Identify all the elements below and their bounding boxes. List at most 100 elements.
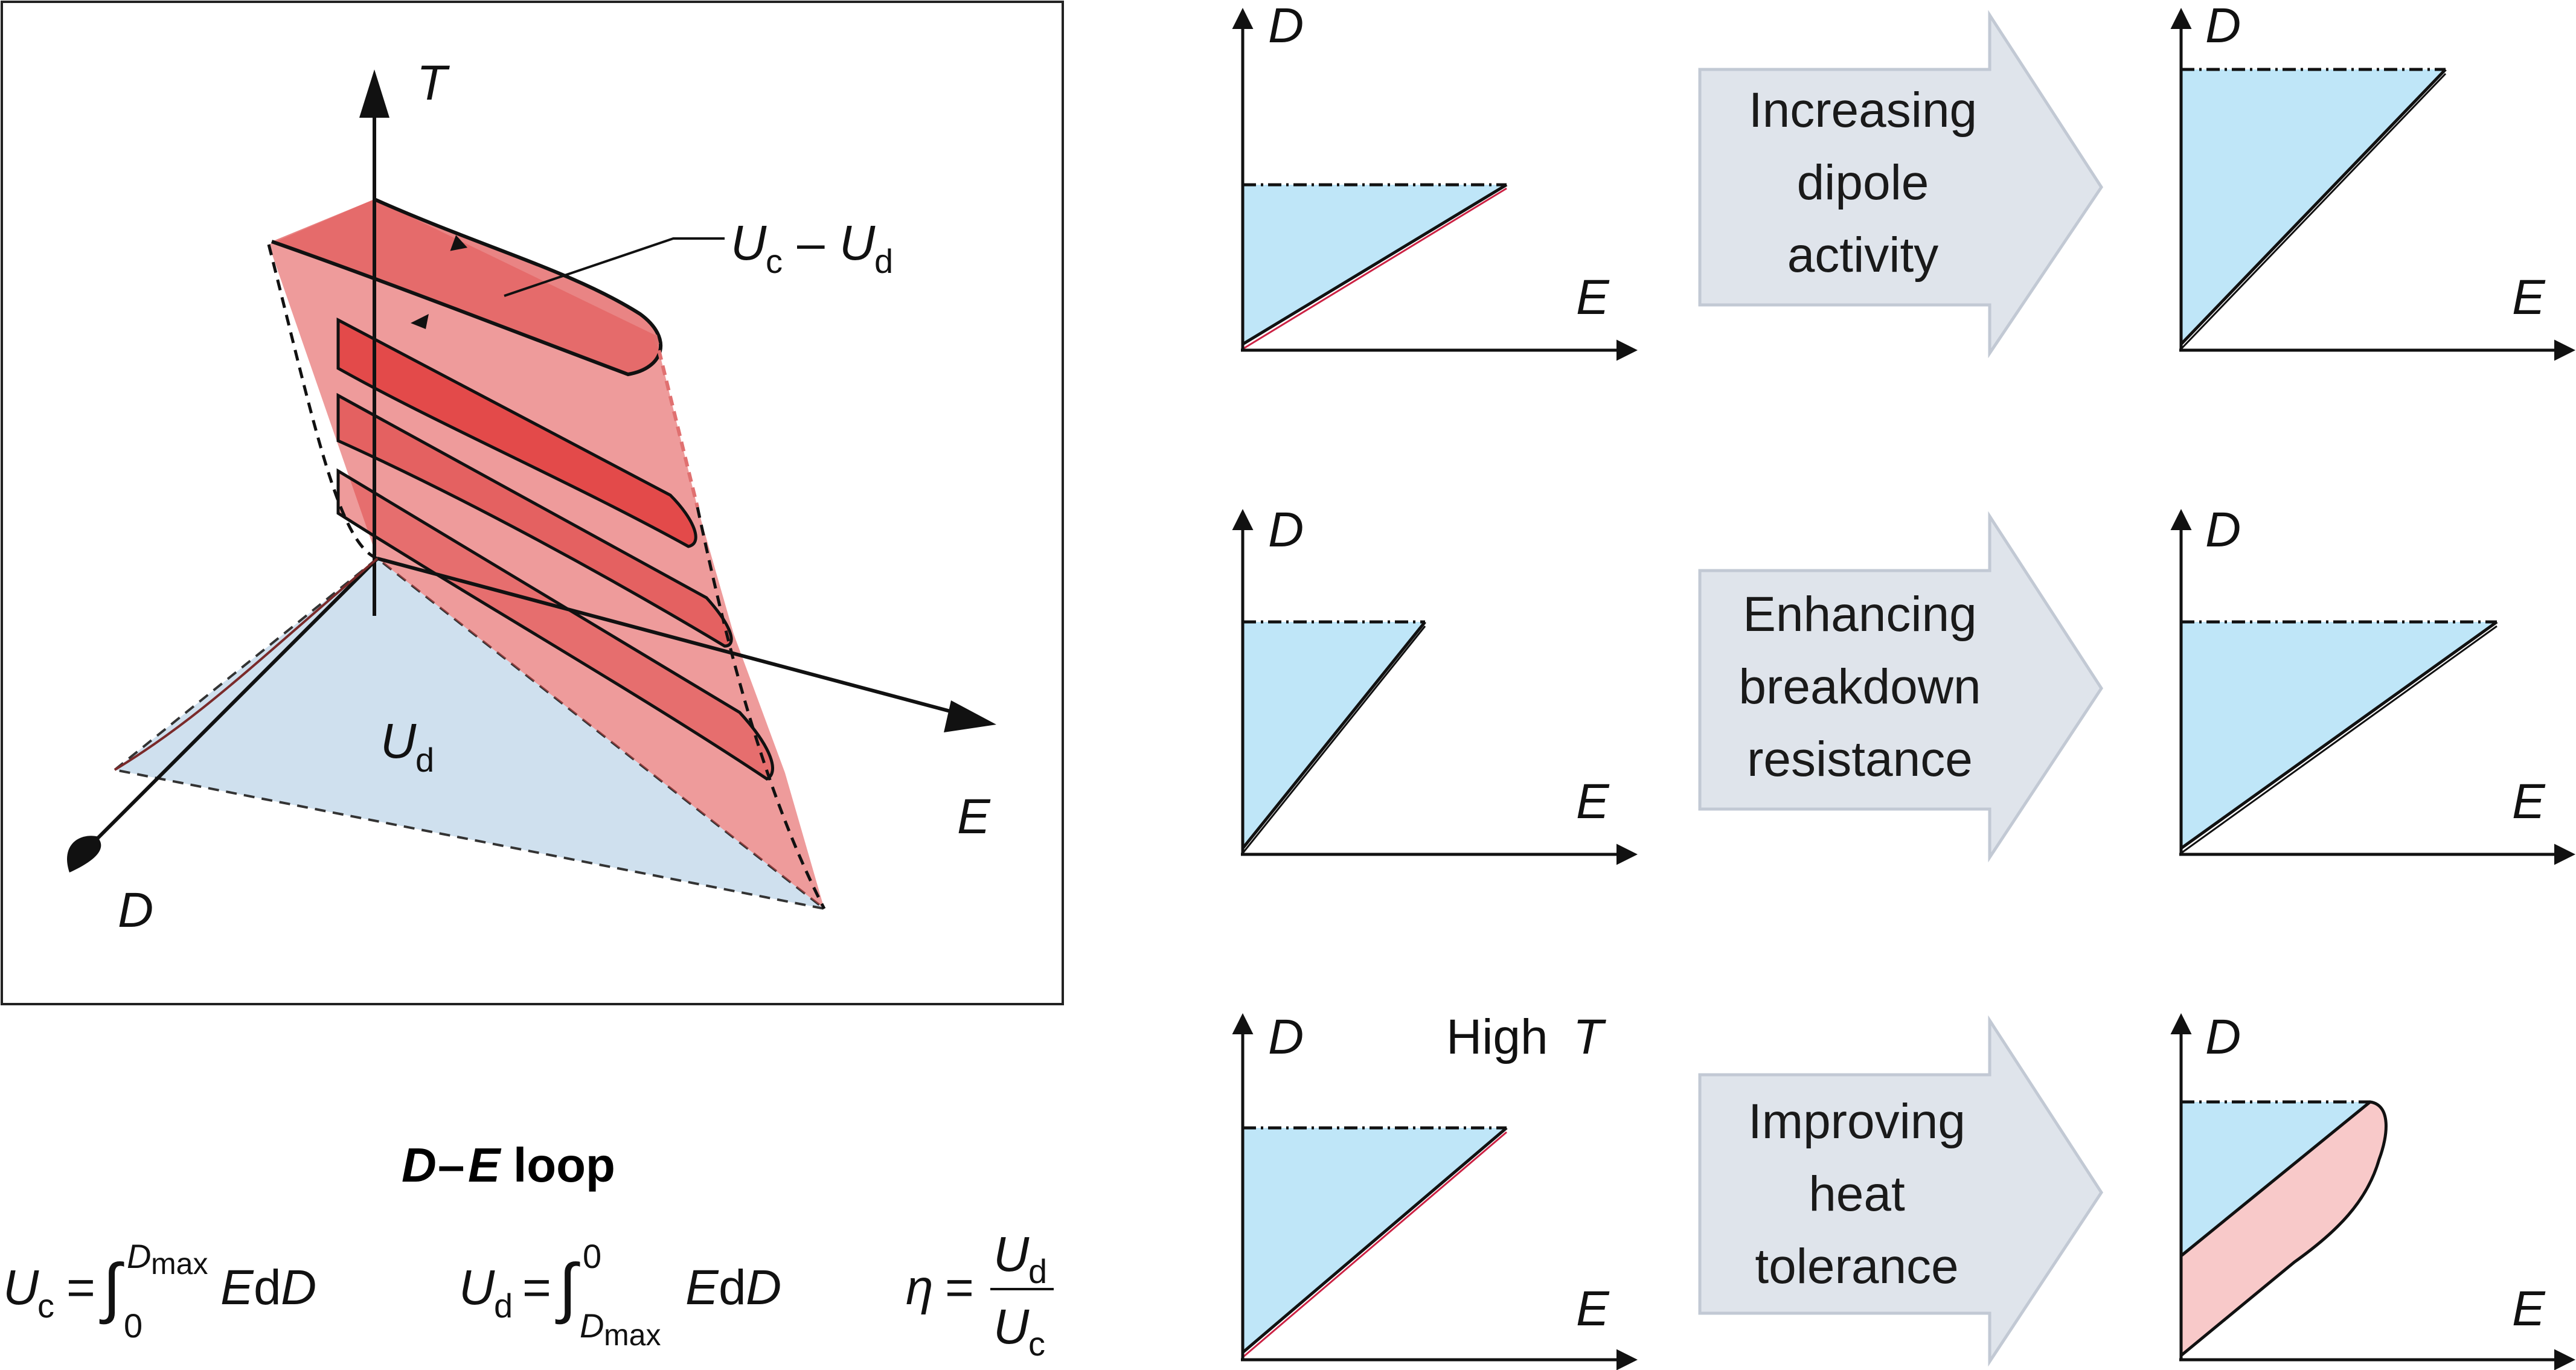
- loop-section: D – E loop U c = ∫ D max 0 E d D U d = ∫…: [3, 1138, 1054, 1363]
- svg-text:d: d: [254, 1260, 281, 1315]
- svg-text:E: E: [685, 1260, 719, 1315]
- arrow-line-2: breakdown: [1738, 659, 1981, 714]
- svg-text:E: E: [220, 1260, 254, 1315]
- loop-arrow-forward: [450, 235, 468, 251]
- slice-3: [336, 468, 774, 781]
- svg-text:D: D: [746, 1260, 781, 1315]
- row3-arrow: Improving heat tolerance: [1698, 1015, 2103, 1367]
- d-label: D: [2205, 1010, 2241, 1064]
- d-axis-label: D: [118, 883, 153, 938]
- svg-text:0: 0: [124, 1307, 143, 1345]
- svg-text:d: d: [415, 741, 434, 779]
- row-1: D E Increasing dipole activity D E: [1232, 0, 2575, 361]
- arrow-line-2: dipole: [1797, 155, 1929, 210]
- arrow-line-1: Enhancing: [1743, 587, 1977, 642]
- loop-line-inner: [1242, 1131, 1507, 1359]
- d-label: D: [2205, 0, 2241, 53]
- uc-formula: U c = ∫ D max 0 E d D: [3, 1237, 316, 1345]
- svg-text:η: η: [906, 1260, 934, 1315]
- svg-text:U: U: [459, 1260, 495, 1315]
- arrow-line-1: Increasing: [1749, 83, 1977, 138]
- e-label: E: [1576, 774, 1610, 829]
- loop-line: [2180, 68, 2447, 345]
- loop-line-inner: [1242, 187, 1507, 350]
- svg-text:U: U: [993, 1299, 1030, 1354]
- row-3: D E High T Improving heat tolerance D E: [1232, 1010, 2575, 1370]
- e-label: E: [2512, 270, 2546, 325]
- svg-text:d: d: [494, 1287, 513, 1325]
- d-axis-arrowhead: [67, 836, 101, 872]
- svg-text:D: D: [127, 1237, 151, 1275]
- e-label: E: [2512, 774, 2546, 829]
- e-label: E: [1576, 270, 1610, 325]
- surface-edge-right: [696, 507, 826, 910]
- loop-line: [1242, 1127, 1508, 1354]
- t-axis-label: T: [417, 56, 450, 110]
- e-axis: [377, 557, 967, 717]
- svg-text:c: c: [766, 242, 783, 280]
- d-label: D: [1268, 502, 1304, 557]
- svg-text:d: d: [874, 242, 893, 280]
- arrow-line-1: Improving: [1748, 1094, 1966, 1149]
- surface-edge-pink: [653, 334, 699, 508]
- e-label: E: [2512, 1281, 2546, 1336]
- svg-text:U: U: [3, 1260, 39, 1315]
- row1-left-plot: D E: [1232, 0, 1638, 361]
- svg-text:T: T: [1573, 1010, 1606, 1064]
- arrow-line-3: activity: [1787, 228, 1939, 283]
- loop-line: [2180, 620, 2498, 850]
- svg-text:0: 0: [583, 1237, 601, 1275]
- svg-text:D: D: [402, 1138, 437, 1192]
- svg-text:=: =: [66, 1260, 95, 1315]
- slice-2: [336, 392, 733, 648]
- loop-arrow-back: [411, 314, 429, 329]
- svg-text:U: U: [731, 216, 767, 270]
- svg-text:c: c: [1028, 1325, 1045, 1363]
- svg-text:max: max: [151, 1247, 208, 1281]
- loss-leader-line: [504, 237, 725, 297]
- arrow-line-2: heat: [1809, 1167, 1905, 1221]
- surface-edge-dashed: [267, 244, 378, 560]
- svg-text:loop: loop: [513, 1138, 615, 1192]
- d-label: D: [1268, 0, 1304, 53]
- loop-title: D – E loop: [402, 1138, 615, 1192]
- e-axis-arrowhead: [944, 700, 996, 732]
- e-label: E: [1576, 1281, 1610, 1336]
- ud-line: [114, 557, 379, 771]
- svg-text:d: d: [719, 1260, 746, 1315]
- svg-text:c: c: [37, 1287, 54, 1325]
- svg-text:High: High: [1446, 1010, 1548, 1064]
- row2-arrow: Enhancing breakdown resistance: [1698, 511, 2103, 863]
- arrow-line-3: tolerance: [1755, 1239, 1958, 1294]
- top-loop-surface: [272, 199, 661, 374]
- row1-arrow: Increasing dipole activity: [1698, 10, 2103, 359]
- ud-label: U d: [380, 714, 434, 779]
- row1-right-plot: D E: [2170, 0, 2575, 361]
- row3-left-plot: D E High T: [1232, 1010, 1638, 1370]
- d-label: D: [2205, 502, 2241, 557]
- surface-3d-panel: T E D U c – U d U d: [1, 1, 1064, 1005]
- d-axis: [95, 557, 379, 841]
- svg-text:–: –: [438, 1138, 465, 1192]
- svg-text:–: –: [797, 216, 825, 270]
- slice-1: [336, 317, 697, 548]
- svg-text:U: U: [839, 216, 876, 270]
- svg-text:D: D: [580, 1307, 604, 1345]
- svg-text:U: U: [380, 714, 417, 769]
- loss-label: U c – U d: [731, 216, 893, 280]
- t-axis-arrowhead: [359, 69, 389, 118]
- svg-text:U: U: [993, 1227, 1030, 1282]
- row2-right-plot: D E: [2170, 502, 2575, 865]
- pink-loss-region: [2179, 1100, 2388, 1359]
- svg-text:max: max: [604, 1318, 661, 1352]
- arrow-line-3: resistance: [1747, 732, 1973, 787]
- loop-line: [1242, 183, 1508, 346]
- svg-text:d: d: [1028, 1252, 1047, 1290]
- loop-line-inner: [1242, 626, 1426, 854]
- svg-text:∫: ∫: [555, 1250, 580, 1325]
- row-2: D E Enhancing breakdown resistance D E: [1232, 502, 2575, 865]
- efficiency-formula: η = U d U c: [906, 1227, 1054, 1363]
- loop-line-inner: [2180, 72, 2447, 350]
- row3-right-plot: D E: [2170, 1010, 2575, 1370]
